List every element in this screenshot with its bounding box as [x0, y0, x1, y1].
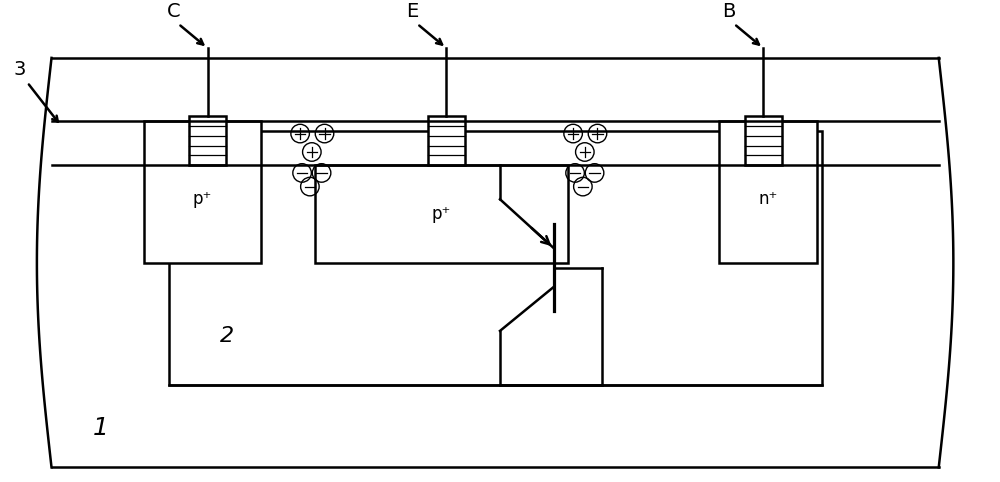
Bar — [144, 121, 261, 263]
Text: 3: 3 — [13, 60, 26, 80]
Bar — [719, 121, 817, 263]
Text: p⁺: p⁺ — [432, 205, 451, 223]
Bar — [428, 116, 465, 165]
Text: C: C — [167, 2, 180, 21]
Bar — [315, 165, 568, 263]
Text: n⁺: n⁺ — [758, 190, 778, 208]
Text: 1: 1 — [92, 416, 108, 441]
Text: p⁺: p⁺ — [193, 190, 212, 208]
Text: B: B — [722, 2, 736, 21]
Bar — [169, 131, 822, 385]
Bar — [189, 116, 226, 165]
Text: 2: 2 — [220, 326, 234, 346]
Bar — [745, 116, 782, 165]
Text: E: E — [406, 2, 418, 21]
